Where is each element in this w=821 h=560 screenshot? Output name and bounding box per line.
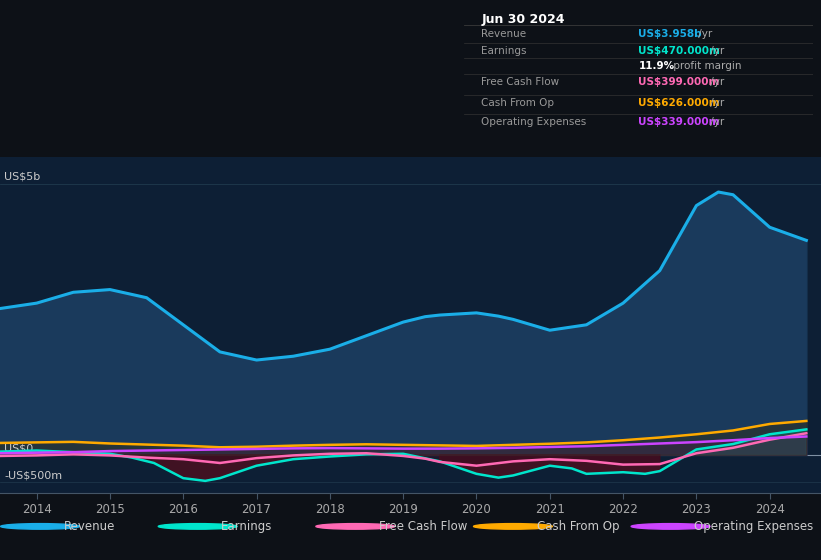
Text: /yr: /yr <box>708 46 725 55</box>
Text: US$3.958b: US$3.958b <box>639 29 702 39</box>
Text: 11.9%: 11.9% <box>639 60 675 71</box>
Circle shape <box>158 524 237 529</box>
Text: /yr: /yr <box>695 29 712 39</box>
Circle shape <box>316 524 395 529</box>
Text: Jun 30 2024: Jun 30 2024 <box>481 13 565 26</box>
Text: US$5b: US$5b <box>4 171 40 181</box>
Circle shape <box>474 524 553 529</box>
Circle shape <box>1 524 80 529</box>
Text: Earnings: Earnings <box>222 520 273 533</box>
Text: Operating Expenses: Operating Expenses <box>481 117 586 127</box>
Text: Revenue: Revenue <box>64 520 115 533</box>
Text: Cash From Op: Cash From Op <box>537 520 619 533</box>
Text: US$470.000m: US$470.000m <box>639 46 720 55</box>
Text: US$626.000m: US$626.000m <box>639 97 720 108</box>
Text: US$0: US$0 <box>4 443 34 453</box>
Text: /yr: /yr <box>708 77 725 87</box>
Text: Free Cash Flow: Free Cash Flow <box>481 77 559 87</box>
Text: /yr: /yr <box>708 97 725 108</box>
Text: /yr: /yr <box>708 117 725 127</box>
Text: Earnings: Earnings <box>481 46 527 55</box>
Circle shape <box>631 524 710 529</box>
Text: Free Cash Flow: Free Cash Flow <box>379 520 467 533</box>
Text: profit margin: profit margin <box>670 60 741 71</box>
Text: -US$500m: -US$500m <box>4 471 62 481</box>
Text: Cash From Op: Cash From Op <box>481 97 554 108</box>
Text: US$399.000m: US$399.000m <box>639 77 720 87</box>
Text: Revenue: Revenue <box>481 29 526 39</box>
Text: US$339.000m: US$339.000m <box>639 117 720 127</box>
Text: Operating Expenses: Operating Expenses <box>695 520 814 533</box>
